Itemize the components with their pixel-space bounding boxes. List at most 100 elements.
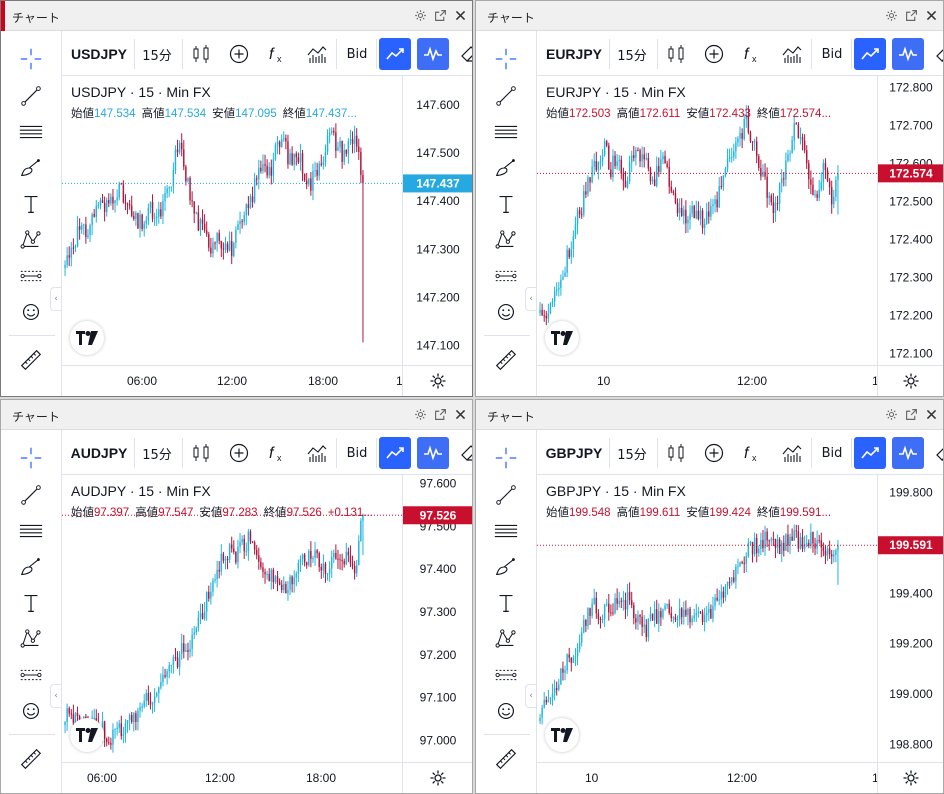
crosshair-tool[interactable] (16, 44, 46, 74)
chart-type-button[interactable] (186, 38, 216, 70)
price-axis[interactable]: 97.600 97.500 97.400 97.300 97.200 97.100 97.0… (402, 475, 472, 762)
more-tools-button[interactable] (930, 38, 943, 70)
price-source-button[interactable]: Bid (815, 38, 849, 70)
forecast-tool[interactable] (491, 660, 521, 690)
ruler-tool[interactable] (491, 345, 521, 375)
ruler-tool[interactable] (491, 744, 521, 774)
emoji-tool[interactable] (16, 297, 46, 327)
chart-canvas[interactable]: EURJPY · 15 · Min FX 始値172.503 高値172.611 安値… (537, 76, 877, 365)
window-titlebar[interactable]: チャート (1, 1, 472, 31)
interval-button[interactable]: 15分 (136, 38, 178, 70)
horizontal-lines-tool[interactable] (491, 117, 521, 147)
line-style-button[interactable] (854, 38, 886, 70)
popout-icon[interactable] (903, 7, 919, 23)
chart-canvas[interactable]: USDJPY · 15 · Min FX 始値147.534 高値147.534 安値… (62, 76, 402, 365)
close-icon[interactable] (923, 406, 939, 422)
chart-canvas[interactable]: AUDJPY · 15 · Min FX 始値97.397 高値97.547 安値97… (62, 475, 402, 762)
horizontal-lines-tool[interactable] (16, 516, 46, 546)
interval-button[interactable]: 15分 (611, 437, 653, 469)
brush-tool[interactable] (16, 153, 46, 183)
line-style-button[interactable] (854, 437, 886, 469)
brush-tool[interactable] (491, 153, 521, 183)
crosshair-tool[interactable] (491, 443, 521, 473)
emoji-tool[interactable] (491, 297, 521, 327)
gear-icon[interactable] (883, 406, 899, 422)
pattern-tool[interactable] (491, 224, 521, 254)
window-titlebar[interactable]: チャート (476, 400, 943, 430)
crosshair-tool[interactable] (16, 443, 46, 473)
chart-type-button[interactable] (186, 437, 216, 469)
brush-tool[interactable] (491, 552, 521, 582)
collapse-toolbar-tab[interactable]: ‹ (50, 287, 61, 311)
compare-button[interactable] (302, 437, 332, 469)
add-indicator-button[interactable] (224, 437, 254, 469)
price-axis[interactable]: 172.800 172.700 172.600 172.500 172.400 172.3… (877, 76, 943, 365)
replay-button[interactable] (892, 38, 924, 70)
collapse-toolbar-tab[interactable]: ‹ (50, 684, 61, 708)
emoji-tool[interactable] (491, 696, 521, 726)
symbol-button[interactable]: USDJPY (66, 38, 132, 70)
compare-button[interactable] (777, 38, 807, 70)
tradingview-logo[interactable] (70, 718, 104, 752)
pattern-tool[interactable] (16, 623, 46, 653)
chart-type-button[interactable] (661, 437, 691, 469)
price-source-button[interactable]: Bid (815, 437, 849, 469)
tradingview-logo[interactable] (545, 718, 579, 752)
popout-icon[interactable] (432, 406, 448, 422)
compare-button[interactable] (777, 437, 807, 469)
gear-icon[interactable] (412, 406, 428, 422)
forecast-tool[interactable] (16, 660, 46, 690)
collapse-toolbar-tab[interactable]: ‹ (525, 684, 536, 708)
replay-button[interactable] (892, 437, 924, 469)
text-tool[interactable] (491, 588, 521, 618)
text-tool[interactable] (16, 588, 46, 618)
forecast-tool[interactable] (491, 261, 521, 291)
chart-settings-button[interactable] (877, 762, 943, 793)
horizontal-lines-tool[interactable] (491, 516, 521, 546)
trendline-tool[interactable] (491, 480, 521, 510)
trendline-tool[interactable] (16, 480, 46, 510)
close-icon[interactable] (923, 7, 939, 23)
popout-icon[interactable] (903, 406, 919, 422)
popout-icon[interactable] (432, 7, 448, 23)
time-axis[interactable]: 10 12:00 1 (537, 365, 879, 396)
replay-button[interactable] (417, 38, 449, 70)
more-tools-button[interactable] (930, 437, 943, 469)
gear-icon[interactable] (883, 7, 899, 23)
line-style-button[interactable] (379, 38, 411, 70)
gear-icon[interactable] (412, 7, 428, 23)
chart-settings-button[interactable] (402, 762, 472, 793)
pattern-tool[interactable] (16, 224, 46, 254)
trendline-tool[interactable] (491, 81, 521, 111)
chart-canvas[interactable]: GBPJPY · 15 · Min FX 始値199.548 高値199.611 安値… (537, 475, 877, 762)
trendline-tool[interactable] (16, 81, 46, 111)
compare-button[interactable] (302, 38, 332, 70)
window-titlebar[interactable]: チャート (1, 400, 472, 430)
collapse-toolbar-tab[interactable]: ‹ (525, 287, 536, 311)
brush-tool[interactable] (16, 552, 46, 582)
emoji-tool[interactable] (16, 696, 46, 726)
ruler-tool[interactable] (16, 345, 46, 375)
text-tool[interactable] (16, 189, 46, 219)
line-style-button[interactable] (379, 437, 411, 469)
tradingview-logo[interactable] (545, 321, 579, 355)
text-tool[interactable] (491, 189, 521, 219)
add-indicator-button[interactable] (224, 38, 254, 70)
symbol-button[interactable]: EURJPY (541, 38, 607, 70)
window-titlebar[interactable]: チャート (476, 1, 943, 31)
price-axis[interactable]: 147.600 147.500 147.400 147.300 147.200 147.1… (402, 76, 472, 365)
more-tools-button[interactable] (455, 437, 472, 469)
interval-button[interactable]: 15分 (136, 437, 178, 469)
price-axis[interactable]: 199.800 199.400 199.200 199.000 198.800 199.5… (877, 475, 943, 762)
crosshair-tool[interactable] (491, 44, 521, 74)
chart-settings-button[interactable] (402, 365, 472, 396)
chart-type-button[interactable] (661, 38, 691, 70)
close-icon[interactable] (452, 406, 468, 422)
horizontal-lines-tool[interactable] (16, 117, 46, 147)
pattern-tool[interactable] (491, 623, 521, 653)
chart-settings-button[interactable] (877, 365, 943, 396)
